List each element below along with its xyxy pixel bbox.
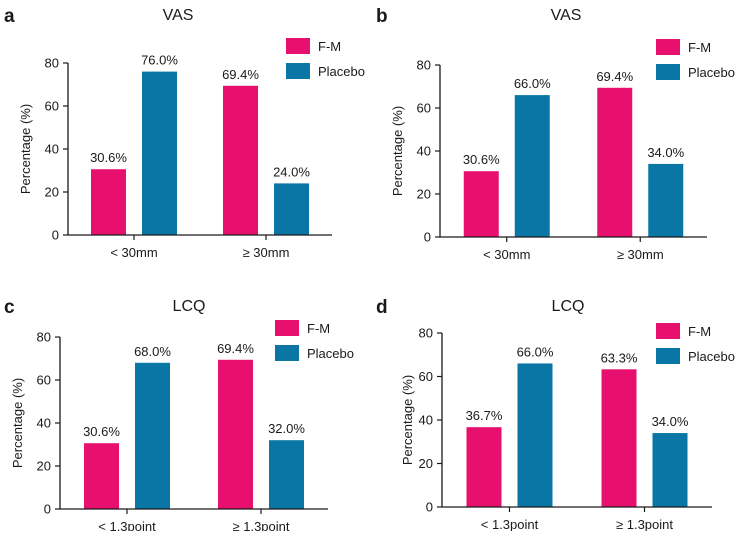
y-tick-label: 80 [417, 58, 431, 73]
data-label: 34.0% [652, 414, 689, 429]
y-tick-label: 0 [424, 230, 431, 245]
x-tick-label: < 1.3point [481, 517, 539, 531]
y-tick-label: 0 [44, 502, 51, 517]
bar-fm [466, 427, 502, 507]
y-axis-label: Percentage (%) [400, 375, 415, 465]
legend-swatch [656, 39, 680, 55]
legend-label: Placebo [318, 64, 365, 79]
legend-swatch [656, 323, 680, 339]
x-tick-label: ≥ 1.3point [616, 517, 673, 531]
bar-fm [218, 359, 253, 509]
bar-fm [597, 87, 633, 237]
data-label: 30.6% [90, 150, 127, 165]
legend-swatch [275, 320, 299, 336]
bar-placebo [269, 440, 304, 509]
data-label: 30.6% [463, 152, 500, 167]
legend-swatch [656, 64, 680, 80]
y-tick-label: 60 [37, 373, 51, 388]
y-tick-label: 20 [417, 187, 431, 202]
bar-placebo [517, 363, 553, 507]
bar-placebo [135, 362, 170, 509]
y-tick-label: 60 [419, 369, 433, 384]
y-tick-label: 20 [37, 459, 51, 474]
bar-placebo [514, 95, 550, 237]
legend-swatch [286, 38, 310, 54]
data-label: 68.0% [134, 344, 171, 359]
legend-label: F-M [318, 39, 341, 54]
chart-title: LCQ [552, 298, 585, 315]
legend-label: F-M [688, 324, 711, 339]
x-tick-label: ≥ 30mm [243, 245, 290, 260]
y-tick-label: 20 [419, 456, 433, 471]
x-tick-label: < 30mm [483, 247, 530, 262]
bar-fm [601, 369, 637, 507]
data-label: 34.0% [647, 145, 684, 160]
y-tick-label: 0 [52, 228, 59, 243]
y-tick-label: 40 [37, 416, 51, 431]
chart-title: VAS [163, 7, 194, 24]
legend-label: F-M [688, 40, 711, 55]
x-tick-label: ≥ 1.3point [232, 519, 289, 531]
y-tick-label: 60 [417, 101, 431, 116]
data-label: 63.3% [601, 350, 638, 365]
panel-label: c [4, 297, 15, 318]
panel-label: b [376, 6, 388, 27]
y-tick-label: 80 [45, 56, 59, 71]
x-tick-label: ≥ 30mm [617, 247, 664, 262]
x-tick-label: < 30mm [110, 245, 157, 260]
legend-label: Placebo [307, 346, 354, 361]
legend-label: F-M [307, 321, 330, 336]
data-label: 66.0% [514, 76, 551, 91]
y-tick-label: 40 [417, 144, 431, 159]
y-tick-label: 60 [45, 99, 59, 114]
y-axis-label: Percentage (%) [390, 106, 405, 196]
legend-swatch [275, 345, 299, 361]
x-tick-label: < 1.3point [98, 519, 156, 531]
data-label: 32.0% [268, 421, 305, 436]
data-label: 30.6% [83, 424, 120, 439]
bar-fm [463, 171, 499, 237]
bar-placebo [142, 71, 177, 235]
bar-fm [223, 85, 258, 235]
data-label: 69.4% [217, 341, 254, 356]
panel-label: d [376, 297, 388, 318]
legend-label: Placebo [688, 349, 735, 364]
y-tick-label: 80 [419, 326, 433, 341]
y-tick-label: 40 [45, 142, 59, 157]
bar-fm [91, 169, 126, 235]
data-label: 76.0% [141, 53, 178, 68]
data-label: 69.4% [222, 67, 259, 82]
bar-placebo [648, 163, 684, 237]
data-label: 24.0% [273, 164, 310, 179]
bar-fm [84, 443, 119, 509]
data-label: 66.0% [517, 344, 554, 359]
legend-label: Placebo [688, 65, 735, 80]
legend-swatch [656, 348, 680, 364]
y-tick-label: 20 [45, 185, 59, 200]
bar-placebo [274, 183, 309, 235]
data-label: 69.4% [596, 69, 633, 84]
y-tick-label: 0 [426, 500, 433, 515]
panel-label: a [4, 6, 15, 27]
bar-placebo [652, 433, 688, 507]
y-axis-label: Percentage (%) [18, 104, 33, 194]
data-label: 36.7% [466, 408, 503, 423]
chart-title: VAS [551, 7, 582, 24]
chart-title: LCQ [173, 298, 206, 315]
y-axis-label: Percentage (%) [10, 378, 25, 468]
y-tick-label: 80 [37, 330, 51, 345]
y-tick-label: 40 [419, 413, 433, 428]
legend-swatch [286, 63, 310, 79]
